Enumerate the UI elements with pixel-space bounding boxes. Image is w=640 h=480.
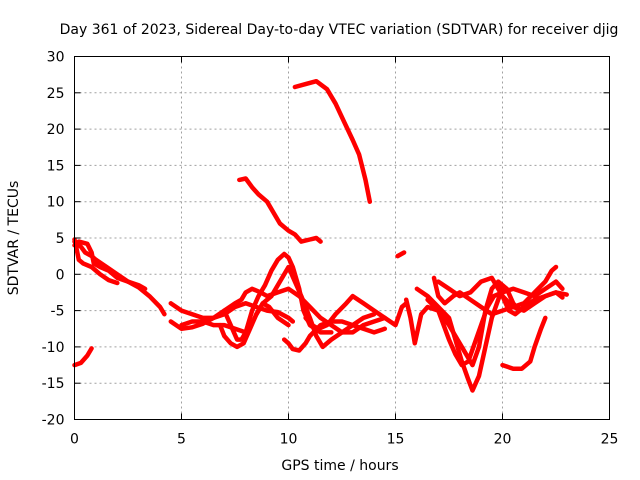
data-series-t2 bbox=[72, 239, 148, 292]
data-series-t22 bbox=[495, 282, 565, 317]
data-series-t15 bbox=[395, 250, 407, 259]
chart-title: Day 361 of 2023, Sidereal Day-to-day VTE… bbox=[60, 22, 619, 38]
data-series-t14 bbox=[292, 78, 373, 204]
y-tick-label: -20 bbox=[42, 413, 65, 429]
y-tick-label: -5 bbox=[51, 304, 65, 320]
data-series bbox=[72, 78, 569, 393]
y-tick-label: 25 bbox=[47, 86, 65, 102]
data-series-t10 bbox=[254, 264, 377, 350]
data-series-t5 bbox=[168, 301, 296, 324]
data-series-t19 bbox=[431, 264, 559, 317]
x-tick-label: 0 bbox=[70, 432, 79, 448]
data-series-t4 bbox=[72, 346, 94, 368]
data-series-t3 bbox=[72, 237, 120, 286]
data-series-t8 bbox=[222, 251, 334, 342]
y-axis-label: SDTVAR / TECUs bbox=[6, 181, 22, 296]
data-series-t13 bbox=[237, 176, 323, 244]
y-axis-ticks: -20 -15 -10 -5 0 5 10 15 20 25 30 bbox=[42, 50, 610, 429]
data-series-t16 bbox=[403, 279, 522, 368]
x-tick-label: 25 bbox=[601, 432, 619, 448]
x-tick-label: 20 bbox=[494, 432, 512, 448]
data-series-t9 bbox=[217, 301, 291, 350]
x-axis-label: GPS time / hours bbox=[281, 458, 398, 474]
x-axis-ticks: 0 5 10 15 20 25 bbox=[70, 56, 619, 448]
y-tick-label: -15 bbox=[42, 376, 65, 392]
y-tick-label: 10 bbox=[47, 195, 65, 211]
x-tick-label: 15 bbox=[387, 432, 405, 448]
data-series-t17 bbox=[414, 286, 505, 393]
data-series-t21 bbox=[500, 315, 548, 371]
y-tick-label: 0 bbox=[56, 267, 65, 283]
y-tick-label: -10 bbox=[42, 340, 65, 356]
x-tick-label: 10 bbox=[280, 432, 298, 448]
data-series-t11 bbox=[281, 319, 388, 353]
y-tick-label: 5 bbox=[56, 231, 65, 247]
x-tick-label: 5 bbox=[177, 432, 186, 448]
data-series-t12 bbox=[303, 293, 409, 332]
y-tick-label: 20 bbox=[47, 122, 65, 138]
data-series-t7 bbox=[179, 319, 248, 335]
y-tick-label: 15 bbox=[47, 158, 65, 174]
data-series-t18 bbox=[425, 279, 565, 368]
y-tick-label: 30 bbox=[47, 50, 65, 66]
